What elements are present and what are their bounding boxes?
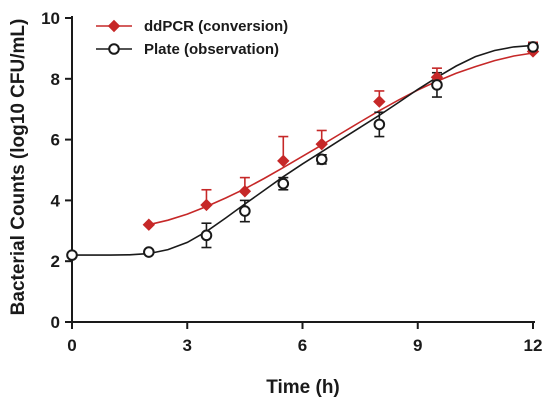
legend: ddPCR (conversion) Plate (observation) <box>96 18 288 58</box>
data-markers <box>66 41 540 261</box>
data-point-plate <box>200 229 213 242</box>
data-point-plate <box>527 41 539 53</box>
y-tick-label: 2 <box>51 252 60 271</box>
data-point-plate <box>277 177 290 190</box>
fit-curve-ddpcr <box>148 52 534 226</box>
data-point-plate <box>143 246 155 258</box>
legend-label-plate: Plate (observation) <box>144 41 279 58</box>
data-point-ddpcr <box>315 137 328 151</box>
data-point-plate <box>66 249 78 261</box>
x-tick-label: 0 <box>67 336 76 355</box>
x-tick-label: 12 <box>524 336 543 355</box>
legend-marker-ddpcr <box>107 19 121 33</box>
data-point-ddpcr <box>200 198 213 212</box>
x-axis-title: Time (h) <box>266 377 340 398</box>
axes: 0 2 4 6 8 10 0 3 6 9 12 <box>41 9 542 355</box>
x-tick-label: 6 <box>298 336 307 355</box>
data-point-ddpcr <box>277 154 290 168</box>
y-tick-label: 6 <box>51 131 60 150</box>
error-bars <box>201 41 538 249</box>
legend-marker-plate <box>108 43 120 55</box>
data-point-ddpcr <box>373 95 386 108</box>
data-point-plate <box>373 118 386 131</box>
data-point-plate <box>431 79 443 91</box>
data-point-ddpcr <box>238 185 252 198</box>
fit-curve-plate <box>72 44 534 256</box>
y-tick-label: 0 <box>51 313 60 332</box>
legend-label-ddpcr: ddPCR (conversion) <box>144 18 288 35</box>
y-axis-title: Bacterial Counts (log10 CFU/mL) <box>8 19 29 316</box>
y-tick-label: 4 <box>51 191 61 210</box>
data-point-plate <box>315 153 328 166</box>
y-tick-label: 10 <box>41 9 60 28</box>
data-point-ddpcr <box>142 218 156 231</box>
data-point-plate <box>239 205 251 217</box>
x-tick-label: 3 <box>183 336 192 355</box>
x-tick-label: 9 <box>413 336 422 355</box>
y-tick-label: 8 <box>51 70 60 89</box>
fit-curves <box>72 44 534 256</box>
